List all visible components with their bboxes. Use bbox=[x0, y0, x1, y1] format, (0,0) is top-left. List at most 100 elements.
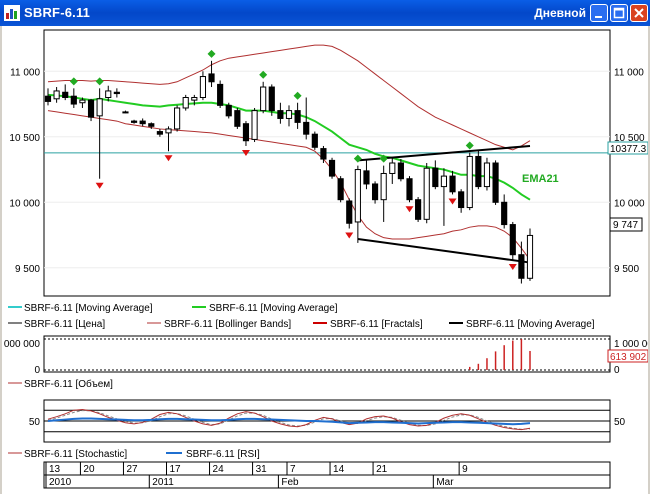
legend-rsi[interactable]: SBRF-6.11 [RSI] bbox=[186, 449, 260, 460]
window-title: SBRF-6.11 bbox=[24, 5, 91, 20]
legend-ma-cyan[interactable]: SBRF-6.11 [Moving Average] bbox=[24, 303, 153, 314]
fractal-down-marker bbox=[164, 155, 173, 162]
candle-body bbox=[475, 155, 482, 188]
legend-ma-green[interactable]: SBRF-6.11 [Moving Average] bbox=[209, 303, 338, 314]
candle-body bbox=[242, 123, 250, 142]
candle-body bbox=[277, 110, 284, 119]
candle-body bbox=[449, 175, 456, 193]
volume-tick-zero-right: 0 bbox=[614, 365, 620, 376]
candle-body bbox=[225, 104, 232, 117]
candle-body bbox=[139, 120, 146, 125]
price-tick-right: 10 500 bbox=[614, 133, 645, 144]
candle-body bbox=[311, 133, 318, 148]
legend-fractals[interactable]: SBRF-6.11 [Fractals] bbox=[330, 319, 423, 330]
candle-body bbox=[122, 111, 129, 114]
hline-value-label: 10377.3 bbox=[610, 144, 647, 155]
fractal-up-marker bbox=[207, 49, 216, 58]
candle-body bbox=[337, 178, 344, 201]
candle-body bbox=[113, 91, 120, 95]
candle-body bbox=[96, 98, 103, 117]
candle-body bbox=[234, 110, 241, 127]
day-tick-label: 14 bbox=[333, 464, 345, 475]
candle-body bbox=[130, 120, 138, 123]
legend-stochastic[interactable]: SBRF-6.11 [Stochastic] bbox=[24, 449, 127, 460]
candle-body bbox=[354, 169, 361, 223]
candle-body bbox=[320, 148, 327, 160]
fractal-up-marker bbox=[465, 141, 474, 150]
candle-body bbox=[466, 155, 473, 209]
trendline bbox=[357, 237, 531, 264]
candle-body bbox=[432, 167, 439, 188]
maximize-button[interactable] bbox=[610, 4, 628, 22]
legend-price[interactable]: SBRF-6.11 [Цена] bbox=[24, 319, 105, 330]
minimize-button[interactable] bbox=[590, 4, 608, 22]
last-price-label: 9 747 bbox=[613, 220, 638, 231]
candle-body bbox=[165, 128, 172, 134]
price-tick-left: 10 000 bbox=[9, 198, 40, 209]
last-volume-box bbox=[607, 349, 648, 363]
candle-body bbox=[105, 90, 112, 98]
candle-body bbox=[483, 162, 491, 188]
candle-body bbox=[79, 99, 86, 104]
window-titlebar[interactable]: SBRF-6.11 Дневной bbox=[0, 0, 650, 26]
candle-body bbox=[423, 167, 430, 220]
price-tick-right: 10 000 bbox=[614, 198, 645, 209]
day-tick-label: 20 bbox=[83, 464, 95, 475]
chart-canvas: 11 000 11 000 10 500 10 500 10 000 10 000 9 50… bbox=[2, 29, 648, 489]
candle-body bbox=[285, 110, 293, 119]
close-icon bbox=[634, 8, 644, 18]
month-tick-label: Feb bbox=[281, 477, 299, 488]
day-tick-label: 24 bbox=[213, 464, 225, 475]
chart-frame: 11 000 11 000 10 500 10 500 10 000 10 000 9 50… bbox=[2, 26, 648, 494]
close-button[interactable] bbox=[630, 4, 648, 22]
price-legend: SBRF-6.11 [Moving Average] SBRF-6.11 [Mo… bbox=[8, 303, 595, 330]
candle-body bbox=[191, 97, 198, 101]
fractal-down-marker bbox=[508, 263, 517, 270]
candle-body bbox=[518, 254, 525, 279]
fractal-down-marker bbox=[405, 206, 414, 213]
volume-panel[interactable] bbox=[43, 335, 611, 373]
fractal-up-marker bbox=[95, 77, 104, 86]
day-tick-label: 21 bbox=[376, 464, 388, 475]
legend-ma-black[interactable]: SBRF-6.11 [Moving Average] bbox=[466, 319, 595, 330]
candle-body bbox=[268, 86, 275, 112]
last-price-box bbox=[609, 217, 643, 232]
candle-body bbox=[87, 99, 95, 118]
stochastic-signal-line bbox=[47, 410, 531, 430]
candle-body bbox=[458, 191, 465, 209]
day-tick-label: 17 bbox=[170, 464, 182, 475]
day-tick-label: 7 bbox=[290, 464, 296, 475]
candle-body bbox=[509, 224, 516, 256]
candle-body bbox=[182, 97, 189, 109]
candle-body bbox=[303, 121, 310, 135]
volume-tick-top-right: 1 000 000 bbox=[614, 339, 648, 350]
price-tick-left: 9 500 bbox=[15, 264, 40, 275]
period-label[interactable]: Дневной bbox=[534, 6, 586, 20]
osc-tick-50-left: 50 bbox=[29, 417, 41, 428]
candle-body bbox=[199, 76, 207, 98]
fractal-up-marker bbox=[353, 154, 362, 163]
legend-volume[interactable]: SBRF-6.11 [Объем] bbox=[24, 378, 113, 390]
month-tick-label: 2011 bbox=[152, 477, 174, 488]
candle-body bbox=[251, 110, 258, 140]
hline-value-box bbox=[607, 141, 648, 155]
fractal-down-marker bbox=[95, 182, 104, 189]
legend-bollinger[interactable]: SBRF-6.11 [Bollinger Bands] bbox=[164, 319, 291, 330]
candle-body bbox=[415, 199, 422, 220]
candle-body bbox=[148, 123, 155, 127]
osc-tick-50-right: 50 bbox=[614, 417, 626, 428]
volume-tick-top: 1 000 000 bbox=[2, 339, 40, 350]
candle-body bbox=[208, 73, 215, 83]
fractal-up-marker bbox=[69, 77, 78, 86]
fractal-up-marker bbox=[259, 70, 268, 79]
app-chart-icon bbox=[4, 5, 20, 21]
candle-body bbox=[371, 183, 379, 201]
bollinger-line bbox=[47, 110, 531, 261]
candle-body bbox=[70, 95, 77, 105]
candle-body bbox=[156, 131, 163, 135]
candle-body bbox=[62, 91, 69, 99]
maximize-icon bbox=[613, 7, 625, 19]
price-tick-left: 10 500 bbox=[9, 133, 40, 144]
candle-body bbox=[217, 83, 224, 106]
last-volume-label: 613 902 bbox=[610, 352, 647, 363]
